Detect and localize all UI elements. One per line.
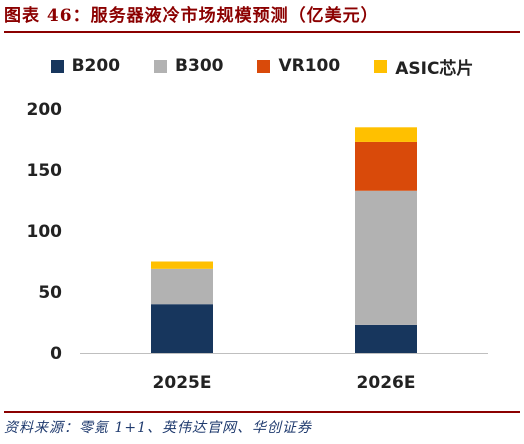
legend-item-asic: ASIC芯片	[374, 54, 473, 79]
legend-swatch-b300	[154, 59, 168, 73]
source-note: 资料来源：零氪 1+1、英伟达官网、华创证券	[4, 420, 312, 436]
legend-label-asic: ASIC芯片	[395, 58, 474, 79]
chart-legend: B200 B300 VR100 ASIC芯片	[0, 54, 524, 79]
y-tick-label: 50	[38, 283, 62, 303]
y-tick-label: 150	[27, 161, 63, 181]
legend-swatch-b200	[50, 59, 64, 73]
bar-segment-asic芯片	[355, 127, 417, 142]
figure-caption: 图表 46：服务器液冷市场规模预测（亿美元）	[4, 6, 379, 26]
y-tick-label: 0	[50, 344, 62, 364]
caption-rule	[4, 31, 520, 33]
legend-item-b200: B200	[50, 56, 121, 76]
x-tick-label: 2025E	[153, 373, 212, 393]
legend-item-b300: B300	[154, 56, 223, 76]
legend-swatch-asic	[374, 59, 388, 73]
legend-swatch-vr100	[257, 59, 271, 73]
bar-segment-b200	[151, 304, 213, 353]
legend-label-b300: B300	[175, 56, 224, 76]
bar-segment-b300	[355, 190, 417, 325]
y-tick-label: 200	[27, 100, 63, 120]
bar-segment-asic芯片	[151, 261, 213, 269]
legend-label-vr100: VR100	[278, 56, 341, 76]
bar-segment-b200	[355, 324, 417, 353]
y-tick-label: 100	[27, 222, 63, 242]
legend-item-vr100: VR100	[257, 56, 340, 76]
bar-segment-vr100	[355, 141, 417, 191]
x-tick-label: 2026E	[357, 373, 416, 393]
legend-label-b200: B200	[71, 56, 121, 76]
bar-segment-b300	[151, 268, 213, 305]
source-rule	[4, 411, 520, 413]
